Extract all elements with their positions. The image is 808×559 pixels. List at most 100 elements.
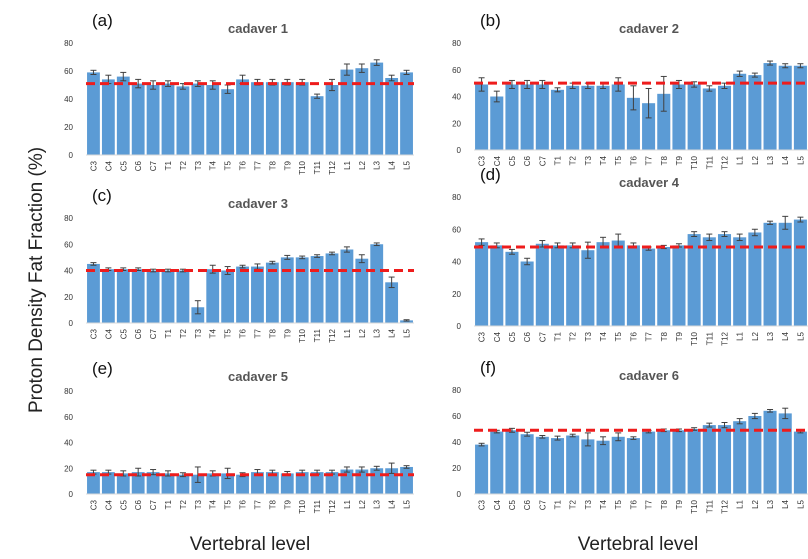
error-bar-C7 — [150, 469, 157, 476]
y-tick-label: 80 — [64, 387, 73, 396]
panel-letter: (d) — [480, 165, 501, 184]
error-bar-T11 — [706, 422, 713, 428]
error-bar-L4 — [782, 407, 789, 420]
x-tick-label: L1 — [736, 331, 745, 340]
x-tick-label: T5 — [224, 328, 233, 338]
x-tick-label: T12 — [328, 328, 337, 342]
y-tick-label: 40 — [452, 93, 461, 102]
x-tick-label: C6 — [523, 155, 532, 166]
x-axis-label-left: Vertebral level — [190, 534, 310, 555]
x-tick-label: T9 — [675, 499, 684, 509]
bar-L1 — [733, 73, 747, 150]
error-bar-C3 — [478, 442, 485, 447]
panel-letter: (a) — [92, 11, 113, 30]
y-tick-label: 20 — [64, 123, 73, 132]
error-bar-L4 — [782, 63, 789, 69]
error-bar-C3 — [478, 238, 485, 246]
x-tick-label: T5 — [614, 499, 623, 509]
y-axis-label: Proton Density Fat Fraction (%) — [26, 147, 47, 413]
bar-L1 — [733, 237, 747, 326]
x-tick-label: T6 — [629, 155, 638, 165]
x-tick-label: L5 — [796, 331, 805, 340]
error-bar-L5 — [797, 216, 804, 223]
bar-T9 — [672, 245, 686, 326]
x-tick-label: T9 — [283, 328, 292, 338]
bar-T10 — [687, 234, 701, 326]
error-bar-C5 — [508, 79, 515, 89]
bar-T12 — [717, 234, 732, 326]
error-bar-L2 — [358, 466, 365, 473]
bar-T10 — [295, 257, 309, 323]
error-bar-L1 — [736, 70, 743, 77]
error-bar-C4 — [493, 90, 500, 103]
bar-C6 — [131, 83, 145, 155]
bar-T3 — [191, 474, 205, 494]
bar-C3 — [87, 72, 100, 155]
x-tick-label: T7 — [645, 331, 654, 341]
y-tick-label: 60 — [64, 67, 73, 76]
panel-letter: (c) — [92, 186, 112, 205]
error-bar-T3 — [584, 241, 591, 259]
panel-title: cadaver 3 — [228, 196, 288, 211]
panel-3: (c) cadaver 3 0 20 40 60 80 C3 C4 C5 C6 C7 T1 T2 T3 T4 T… — [64, 186, 414, 343]
bar-T12 — [717, 425, 732, 494]
error-bar-L2 — [751, 412, 758, 420]
panel-title: cadaver 6 — [619, 368, 679, 383]
error-bar-L5 — [403, 319, 410, 322]
bar-T4 — [596, 242, 610, 326]
x-tick-label: C3 — [478, 499, 487, 510]
y-tick-label: 80 — [64, 214, 73, 223]
bar-T4 — [206, 85, 220, 155]
bar-C5 — [505, 430, 519, 494]
bar-L1 — [340, 249, 354, 323]
x-tick-label: C7 — [538, 499, 547, 510]
x-tick-label: T6 — [239, 328, 248, 338]
bar-T7 — [251, 472, 264, 494]
error-bar-C6 — [135, 78, 142, 89]
x-tick-label: L5 — [796, 499, 805, 508]
bar-T6 — [236, 474, 249, 494]
x-axis-label-right: Vertebral level — [578, 534, 698, 555]
error-bar-T11 — [314, 93, 321, 99]
error-bar-L4 — [782, 215, 789, 230]
bar-C4 — [490, 245, 504, 326]
x-tick-label: T2 — [179, 160, 188, 170]
error-bar-T11 — [706, 85, 713, 92]
x-tick-label: T10 — [690, 155, 699, 169]
bar-C4 — [101, 472, 115, 494]
x-tick-label: C7 — [149, 328, 158, 339]
x-tick-label: C6 — [134, 499, 143, 510]
x-tick-label: T10 — [298, 160, 307, 174]
bar-L5 — [400, 72, 413, 155]
x-tick-label: L2 — [751, 331, 760, 340]
x-tick-label: L1 — [343, 499, 352, 508]
panel-4: (d) cadaver 4 0 20 40 60 80 C3 C4 C5 C6 C7 T1 T2 T3 T4 T… — [452, 165, 808, 346]
error-bar-L2 — [751, 228, 758, 237]
x-tick-label: T1 — [554, 499, 563, 509]
error-bar-L5 — [403, 465, 410, 469]
x-tick-label: T12 — [328, 160, 337, 174]
y-tick-label: 60 — [452, 66, 461, 75]
bar-C3 — [87, 263, 100, 323]
error-bar-L3 — [767, 409, 774, 413]
x-tick-label: C3 — [478, 155, 487, 166]
x-tick-label: L4 — [388, 499, 397, 508]
x-tick-label: T8 — [660, 155, 669, 165]
x-tick-label: T3 — [194, 328, 203, 338]
y-tick-label: 60 — [64, 240, 73, 249]
x-tick-label: C7 — [538, 155, 547, 166]
y-tick-label: 40 — [452, 438, 461, 447]
bar-L2 — [355, 68, 369, 155]
error-bar-T12 — [329, 251, 335, 256]
x-tick-label: C4 — [493, 331, 502, 342]
bar-T9 — [280, 473, 294, 494]
panel-2: (b) cadaver 2 0 20 40 60 80 C3 C4 C5 C6 C7 T1 T2 T3 T4 T… — [452, 11, 808, 170]
x-tick-label: L2 — [751, 499, 760, 508]
error-bar-T9 — [284, 254, 291, 260]
bar-T4 — [206, 473, 220, 494]
bar-T1 — [161, 83, 175, 155]
x-tick-label: T3 — [584, 155, 593, 165]
bar-T1 — [550, 89, 565, 150]
x-tick-label: T10 — [298, 328, 307, 342]
y-tick-label: 60 — [452, 225, 461, 234]
